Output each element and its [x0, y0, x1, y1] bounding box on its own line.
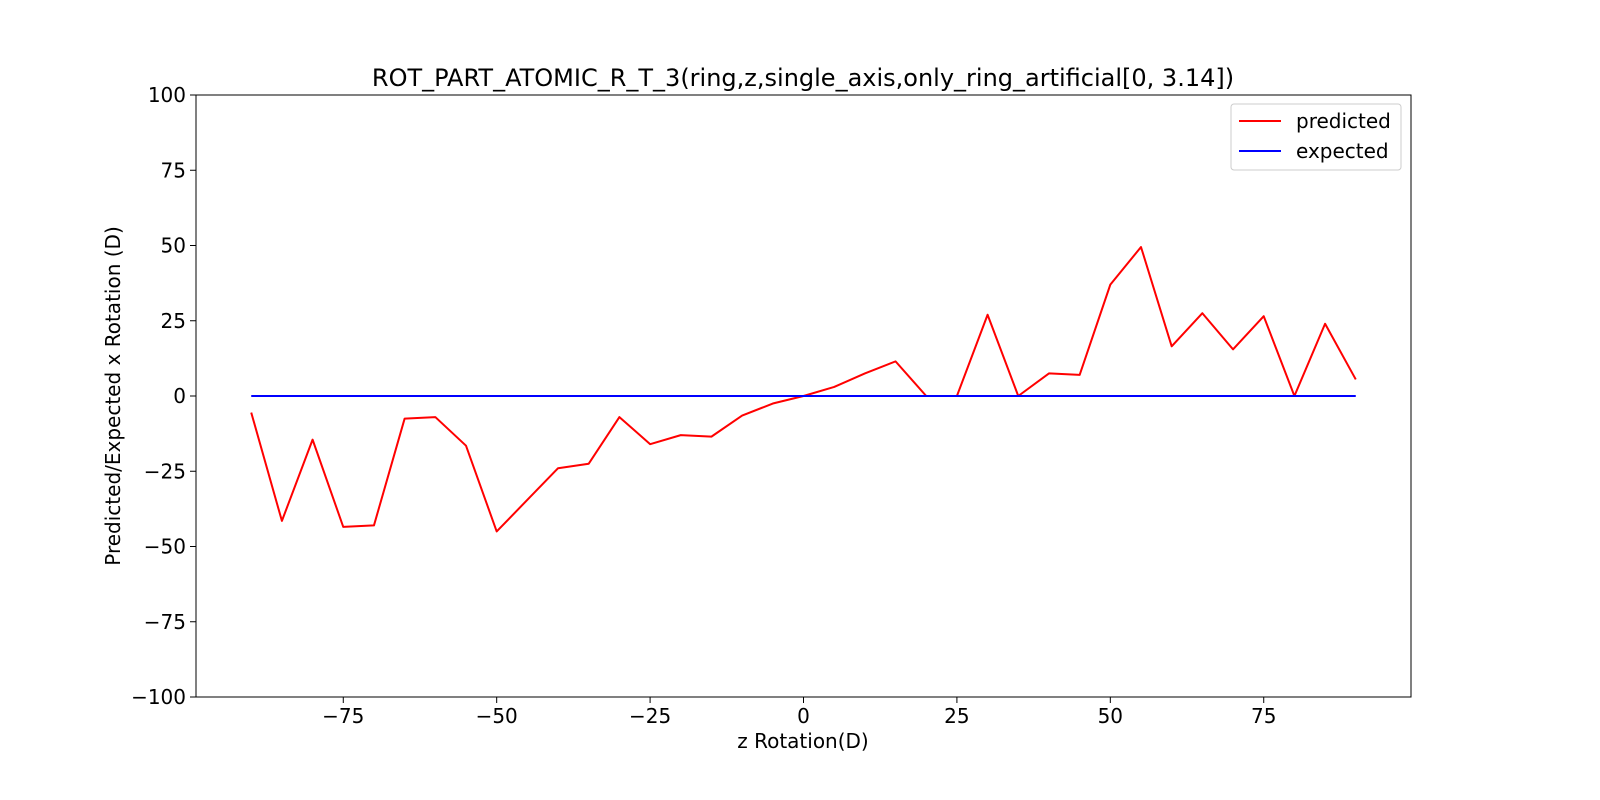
x-tick-label: 0 — [797, 704, 810, 728]
x-tick-label: 75 — [1251, 704, 1276, 728]
x-tick-label: −50 — [476, 704, 518, 728]
y-tick-label: −25 — [144, 459, 186, 483]
y-axis-label: Predicted/Expected x Rotation (D) — [101, 226, 125, 566]
chart-title: ROT_PART_ATOMIC_R_T_3(ring,z,single_axis… — [372, 64, 1234, 92]
y-tick-label: 25 — [161, 309, 186, 333]
x-axis-label: z Rotation(D) — [737, 729, 869, 753]
x-axis-ticks: −75 −50 −25 0 25 50 75 — [322, 697, 1276, 728]
y-tick-label: 75 — [161, 158, 186, 182]
y-tick-label: 50 — [161, 234, 186, 258]
x-tick-label: −75 — [322, 704, 364, 728]
x-tick-label: 25 — [944, 704, 969, 728]
y-tick-label: 100 — [148, 83, 186, 107]
legend-label-predicted: predicted — [1296, 109, 1391, 133]
x-tick-label: 50 — [1098, 704, 1123, 728]
legend: predicted expected — [1230, 103, 1402, 171]
y-tick-label: −75 — [144, 610, 186, 634]
series-line-predicted — [250, 246, 1357, 533]
legend-label-expected: expected — [1296, 139, 1389, 163]
y-tick-label: −50 — [144, 535, 186, 559]
y-axis-ticks: −100 −75 −50 −25 0 25 50 75 100 — [131, 83, 196, 709]
y-tick-label: −100 — [131, 685, 186, 709]
y-tick-label: 0 — [173, 384, 186, 408]
x-tick-label: −25 — [629, 704, 671, 728]
plot-area — [195, 94, 1412, 698]
